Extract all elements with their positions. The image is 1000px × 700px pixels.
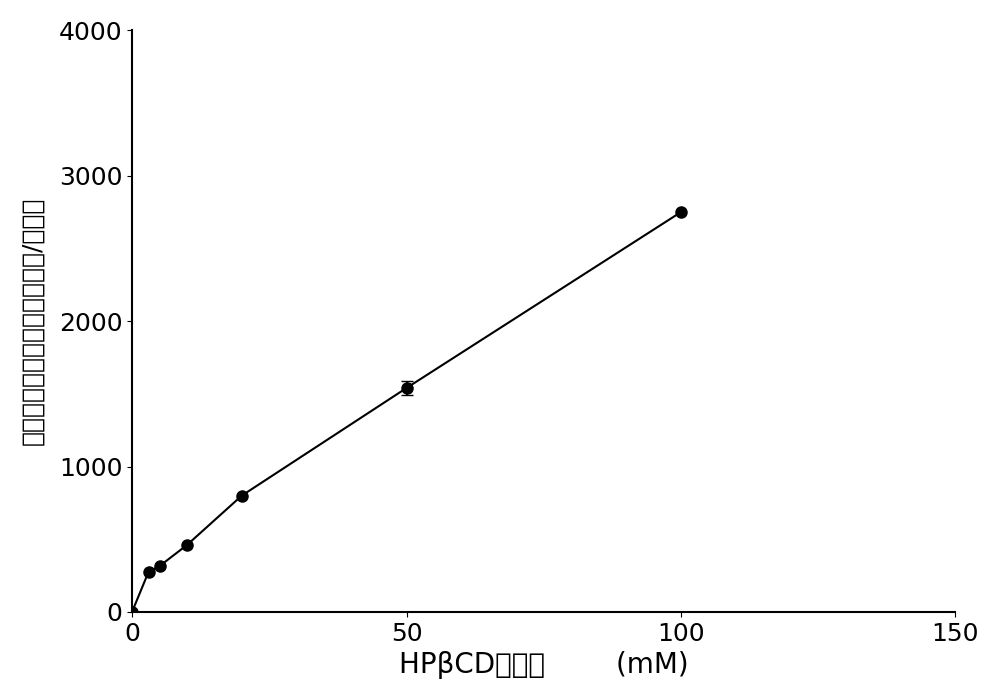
Point bbox=[673, 206, 689, 218]
Y-axis label: 溶液中布地奈德的浓度（微克/毫升）: 溶液中布地奈德的浓度（微克/毫升） bbox=[21, 197, 45, 445]
Point bbox=[152, 561, 168, 572]
Point bbox=[234, 490, 250, 501]
Point bbox=[399, 382, 415, 393]
Point bbox=[179, 540, 195, 551]
Point bbox=[124, 606, 140, 617]
Point bbox=[141, 566, 157, 578]
X-axis label: HPβCD的浓度        (mM): HPβCD的浓度 (mM) bbox=[399, 651, 689, 679]
